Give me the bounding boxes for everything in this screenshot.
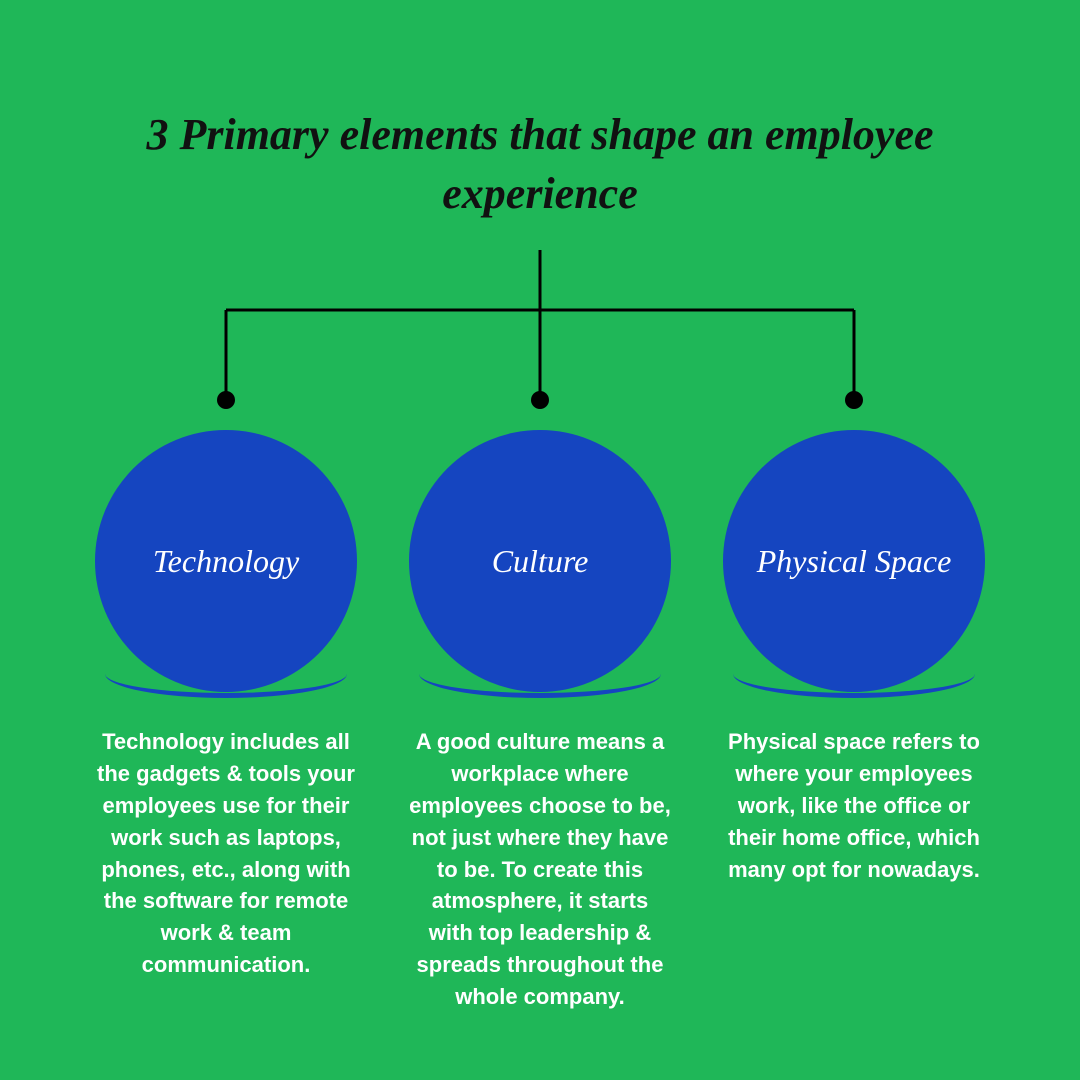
element-physical-space: Physical Space: [723, 430, 985, 692]
desc-technology: Technology includes all the gadgets & to…: [95, 726, 357, 1013]
element-culture: Culture: [409, 430, 671, 692]
desc-culture: A good culture means a workplace where e…: [409, 726, 671, 1013]
circle-row: Technology Culture Physical Space: [0, 430, 1080, 692]
infographic-title: 3 Primary elements that shape an employe…: [130, 105, 950, 224]
tree-connector: [180, 245, 900, 415]
circle-label: Culture: [492, 543, 589, 580]
circle-culture: Culture: [409, 430, 671, 692]
circle-label: Physical Space: [757, 543, 952, 580]
desc-physical-space: Physical space refers to where your empl…: [723, 726, 985, 1013]
description-row: Technology includes all the gadgets & to…: [0, 726, 1080, 1013]
circle-physical-space: Physical Space: [723, 430, 985, 692]
circle-label: Technology: [153, 543, 299, 580]
circle-technology: Technology: [95, 430, 357, 692]
element-technology: Technology: [95, 430, 357, 692]
